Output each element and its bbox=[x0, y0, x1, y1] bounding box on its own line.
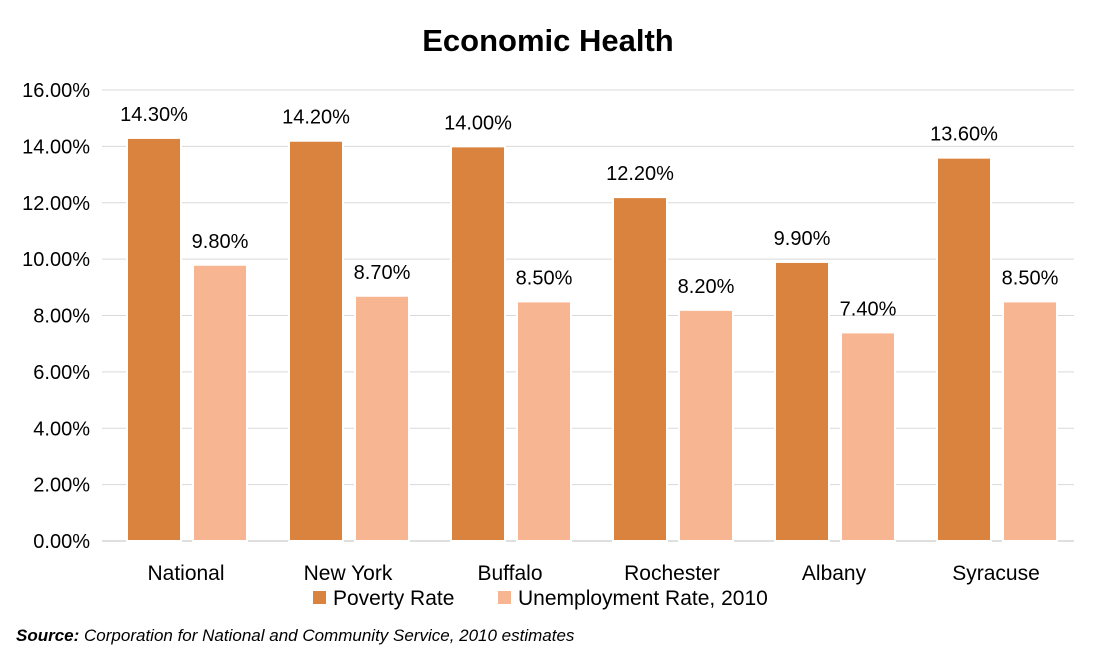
y-tick-label: 16.00% bbox=[22, 80, 90, 102]
data-label: 9.90% bbox=[774, 228, 831, 250]
y-tick-label: 0.00% bbox=[33, 531, 90, 553]
y-axis-ticks: 0.00% 2.00% 4.00% 6.00% 8.00% 10.00% 12.00% 14.… bbox=[22, 80, 90, 553]
bar-poverty-buffalo bbox=[450, 145, 506, 542]
y-tick-label: 12.00% bbox=[22, 193, 90, 215]
gridlines bbox=[102, 89, 1074, 542]
x-axis-categories: National New York Buffalo Rochester Albany Sy… bbox=[147, 562, 1039, 585]
bar-unemployment-new-york bbox=[354, 294, 410, 542]
chart-title: Economic Health bbox=[422, 23, 674, 58]
category-label: New York bbox=[304, 562, 393, 585]
data-label: 7.40% bbox=[840, 298, 897, 320]
legend-swatch bbox=[313, 591, 326, 604]
legend: Poverty Rate Unemployment Rate, 2010 bbox=[313, 587, 768, 610]
legend-swatch bbox=[498, 591, 511, 604]
legend-label: Unemployment Rate, 2010 bbox=[518, 587, 768, 610]
category-label: Syracuse bbox=[952, 562, 1040, 585]
data-label: 8.70% bbox=[354, 262, 411, 284]
data-label: 14.30% bbox=[120, 104, 188, 126]
data-label: 8.50% bbox=[516, 267, 573, 289]
bar-poverty-national bbox=[126, 136, 182, 542]
source-note: Source: Corporation for National and Com… bbox=[16, 626, 574, 646]
data-label: 8.20% bbox=[678, 276, 735, 298]
data-label: 9.80% bbox=[192, 231, 249, 253]
data-label: 12.20% bbox=[606, 163, 674, 185]
y-tick-label: 14.00% bbox=[22, 136, 90, 158]
data-label: 14.20% bbox=[282, 107, 350, 129]
data-label: 14.00% bbox=[444, 112, 512, 134]
category-label: Albany bbox=[802, 562, 867, 585]
bar-unemployment-rochester bbox=[678, 308, 734, 542]
category-label: Rochester bbox=[624, 562, 720, 585]
source-text: Corporation for National and Community S… bbox=[84, 626, 575, 645]
bars bbox=[126, 136, 1058, 543]
bar-unemployment-syracuse bbox=[1002, 300, 1058, 542]
data-label: 8.50% bbox=[1002, 267, 1059, 289]
bar-poverty-syracuse bbox=[936, 156, 992, 542]
bar-unemployment-buffalo bbox=[516, 300, 572, 542]
source-label: Source: bbox=[16, 626, 80, 645]
y-tick-label: 2.00% bbox=[33, 475, 90, 497]
y-tick-label: 10.00% bbox=[22, 249, 90, 271]
data-labels: 14.30% 9.80% 14.20% 8.70% 14.00% 8.50% 12.20% 8… bbox=[120, 104, 1058, 320]
bar-poverty-new-york bbox=[288, 139, 344, 543]
bar-poverty-albany bbox=[774, 260, 830, 542]
y-tick-label: 8.00% bbox=[33, 306, 90, 328]
bar-unemployment-albany bbox=[840, 331, 896, 542]
bar-poverty-rochester bbox=[612, 196, 668, 543]
data-label: 13.60% bbox=[930, 124, 998, 146]
category-label: National bbox=[147, 562, 224, 585]
bar-unemployment-national bbox=[192, 263, 248, 542]
y-tick-label: 4.00% bbox=[33, 418, 90, 440]
y-tick-label: 6.00% bbox=[33, 362, 90, 384]
legend-label: Poverty Rate bbox=[333, 587, 454, 610]
category-label: Buffalo bbox=[478, 562, 543, 585]
